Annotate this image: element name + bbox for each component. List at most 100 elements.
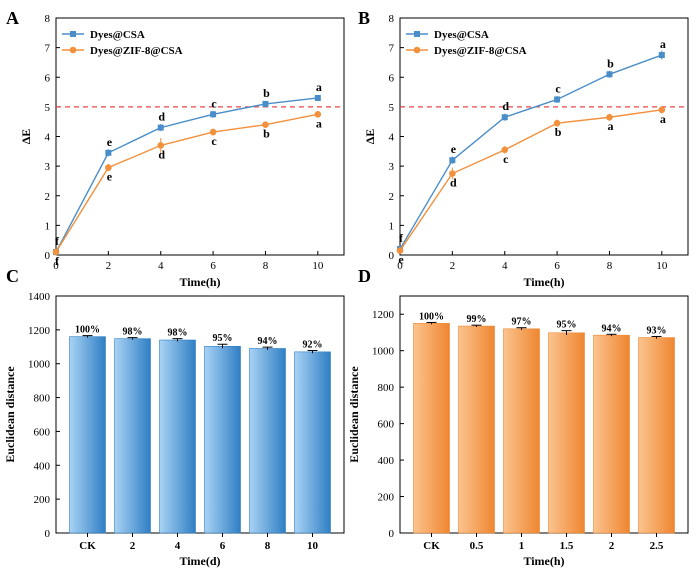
- legend-entry: Dyes@ZIF-8@CSA: [434, 45, 527, 57]
- significance-letter: b: [555, 125, 562, 139]
- data-label: 97%: [512, 317, 532, 328]
- y-tick-label: 0: [45, 528, 51, 540]
- x-tick-label: 1: [519, 540, 525, 552]
- x-axis-label: Time(h): [523, 554, 564, 568]
- significance-letter: b: [263, 86, 270, 100]
- x-tick-label: CK: [423, 540, 440, 552]
- data-point: [606, 71, 613, 78]
- y-tick-label: 1200: [372, 309, 395, 321]
- x-tick-label: 0: [53, 260, 59, 272]
- x-tick-label: 8: [265, 540, 271, 552]
- y-tick-label: 400: [34, 460, 51, 472]
- significance-letter: c: [503, 152, 509, 166]
- x-tick-label: 2: [609, 540, 615, 552]
- legend-marker: [69, 46, 77, 54]
- y-tick-label: 3: [45, 161, 51, 173]
- significance-letter: b: [607, 56, 614, 70]
- data-label: 100%: [75, 325, 100, 336]
- bar: [503, 328, 540, 534]
- y-tick-label: 800: [378, 382, 395, 394]
- significance-letter: f: [55, 234, 60, 248]
- data-label: 93%: [647, 325, 667, 336]
- significance-letter: e: [451, 142, 457, 156]
- series-line-1: [55, 113, 318, 253]
- y-tick-label: 7: [389, 43, 395, 55]
- x-tick-label: 4: [502, 260, 508, 272]
- y-tick-label: 0: [45, 250, 51, 262]
- legend-entry: Dyes@CSA: [434, 29, 489, 41]
- x-tick-label: 0: [397, 260, 403, 272]
- x-tick-label: 2: [106, 260, 112, 272]
- significance-letter: d: [158, 110, 165, 124]
- data-label: 95%: [213, 333, 233, 344]
- x-tick-label: 2: [130, 540, 136, 552]
- legend-entry: Dyes@CSA: [90, 29, 145, 41]
- data-point: [105, 164, 112, 171]
- data-point: [553, 119, 561, 127]
- series-line-0: [55, 97, 318, 253]
- bar: [548, 332, 585, 534]
- y-axis-label: Euclidean distance: [3, 366, 17, 463]
- y-tick-label: 3: [389, 161, 395, 173]
- panel-label: B: [358, 8, 370, 28]
- significance-letter: d: [502, 99, 509, 113]
- legend-marker: [70, 31, 76, 37]
- data-point: [554, 96, 561, 103]
- significance-letter: e: [107, 170, 113, 184]
- x-tick-label: 4: [175, 540, 181, 552]
- y-tick-label: 800: [34, 393, 51, 405]
- significance-letter: a: [316, 116, 322, 130]
- y-tick-label: 1: [389, 220, 395, 232]
- y-tick-label: 4: [45, 132, 51, 144]
- data-point: [262, 121, 269, 128]
- panel-label: D: [358, 266, 371, 286]
- bar-chart-panel-d: D 0 200 400 600 800 1000 1200 Euclidean distance…: [347, 266, 689, 568]
- y-tick-label: 8: [389, 13, 395, 25]
- data-point: [262, 100, 269, 107]
- y-tick-label: 1400: [28, 291, 51, 303]
- bar: [413, 323, 450, 534]
- y-tick-label: 1000: [372, 346, 395, 358]
- y-tick-label: 1200: [28, 325, 51, 337]
- significance-letter: c: [211, 96, 217, 110]
- x-axis-label: Time(d): [179, 554, 220, 568]
- x-tick-label: 10: [312, 260, 324, 272]
- data-label: 94%: [258, 336, 278, 347]
- data-point: [209, 128, 217, 136]
- y-axis-label: ΔE: [19, 129, 33, 145]
- data-label: 95%: [557, 320, 577, 331]
- y-tick-label: 6: [389, 72, 395, 84]
- y-tick-label: 5: [45, 102, 51, 114]
- x-tick-label: 2.5: [650, 540, 664, 552]
- data-point: [396, 247, 404, 254]
- significance-letter: e: [107, 135, 113, 149]
- y-axis-label: Euclidean distance: [347, 366, 361, 463]
- y-tick-label: 0: [389, 250, 395, 262]
- data-point: [105, 149, 112, 156]
- x-tick-label: 6: [554, 260, 560, 272]
- line-chart-panel-a: A 0 2 4 6 8 10 Time(h) 0 1 2 3 4 5 6 7 8 ΔE f e d c b a f e d c b a Dy…: [6, 8, 345, 289]
- data-point: [210, 111, 217, 118]
- x-tick-label: 6: [220, 540, 226, 552]
- y-tick-label: 600: [378, 419, 395, 431]
- y-tick-label: 2: [45, 191, 51, 203]
- x-tick-label: 8: [607, 260, 613, 272]
- bar: [593, 334, 630, 534]
- data-point: [606, 113, 613, 121]
- significance-letter: f: [55, 254, 60, 268]
- data-point: [157, 142, 165, 149]
- y-tick-label: 1000: [28, 359, 51, 371]
- data-label: 99%: [467, 314, 487, 325]
- series-line-1: [399, 109, 662, 251]
- panel-label: C: [6, 266, 19, 286]
- data-point: [658, 52, 665, 59]
- x-tick-label: 8: [263, 260, 269, 272]
- significance-letter: e: [398, 253, 404, 267]
- x-tick-label: 10: [307, 540, 319, 552]
- significance-letter: d: [450, 176, 457, 190]
- legend-marker: [413, 46, 421, 54]
- y-tick-label: 200: [378, 492, 395, 504]
- legend-entry: Dyes@ZIF-8@CSA: [90, 45, 183, 57]
- bar: [114, 338, 151, 534]
